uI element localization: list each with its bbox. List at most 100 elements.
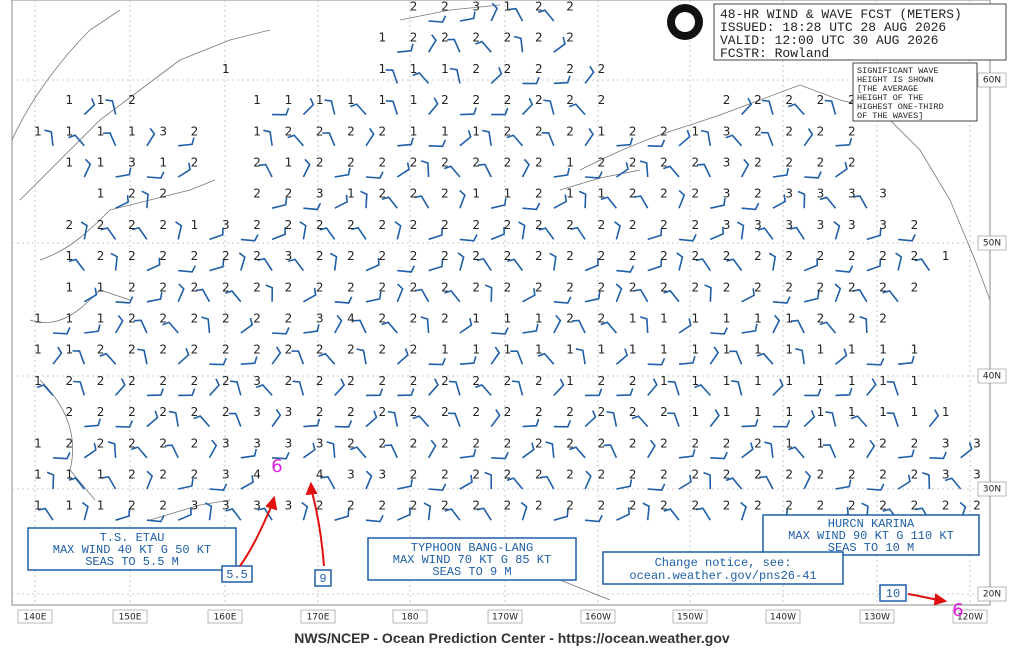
wind-barb xyxy=(177,283,185,303)
wave-height: 3 xyxy=(347,468,355,482)
wave-height: 3 xyxy=(222,468,230,482)
wind-barb xyxy=(631,415,649,428)
wind-barb xyxy=(427,34,437,53)
lon-label-bg xyxy=(207,609,243,624)
wind-barb xyxy=(553,75,571,85)
wave-height: 2 xyxy=(785,499,793,513)
wind-barb xyxy=(613,221,621,240)
wind-barb xyxy=(700,129,712,146)
wave-height: 2 xyxy=(817,124,825,138)
lat-label: 20N xyxy=(983,590,1001,600)
wave-height: 1 xyxy=(754,343,762,357)
wind-barb xyxy=(731,380,743,396)
wind-barb xyxy=(852,288,868,303)
wave-height: 2 xyxy=(566,124,574,138)
lat-label-bg xyxy=(977,481,1007,497)
wave-height: 3 xyxy=(942,468,950,482)
lon-label-bg xyxy=(17,609,53,624)
wave-height: 2 xyxy=(128,93,136,107)
wind-barb xyxy=(72,350,86,365)
wind-barb xyxy=(334,509,350,521)
storm-marker: 5.5 xyxy=(226,568,248,582)
wave-height: 1 xyxy=(504,343,512,357)
storm-symbol: 6 xyxy=(952,600,963,621)
wave-height: 2 xyxy=(691,499,699,513)
wind-barb xyxy=(146,292,163,303)
lon-label: 140W xyxy=(770,613,796,623)
wave-height: 2 xyxy=(817,249,825,263)
wind-barb xyxy=(115,508,131,521)
wave-height: 2 xyxy=(347,124,355,138)
wave-height: 2 xyxy=(848,156,856,170)
wave-height: 1 xyxy=(535,312,543,326)
wind-barb xyxy=(788,103,805,116)
wind-barb xyxy=(585,171,603,179)
wind-barb xyxy=(115,194,130,209)
wind-barb xyxy=(131,226,148,240)
wind-barb xyxy=(553,167,570,178)
wind-barb xyxy=(678,318,692,334)
wave-height: 2 xyxy=(285,124,293,138)
wave-height: 2 xyxy=(378,312,386,326)
wind-barb xyxy=(633,195,649,209)
wave-height: 2 xyxy=(723,93,731,107)
wave-height: 3 xyxy=(253,436,261,450)
wave-height: 2 xyxy=(316,124,324,138)
wave-height: 2 xyxy=(504,405,512,419)
wave-height: 2 xyxy=(535,93,543,107)
wind-barb xyxy=(584,128,594,147)
wave-height: 2 xyxy=(817,93,825,107)
wave-height: 2 xyxy=(191,436,199,450)
wave-height: 2 xyxy=(598,280,606,294)
wind-barb xyxy=(448,380,461,396)
wind-barb xyxy=(772,419,791,428)
wind-barb xyxy=(569,446,586,459)
wind-barb xyxy=(647,439,656,459)
wind-barb xyxy=(352,319,367,334)
wave-height: 2 xyxy=(504,156,512,170)
wave-height: 2 xyxy=(128,499,136,513)
storm-info: MAX WIND 70 KT G 85 KT xyxy=(393,553,551,567)
storm-marker: 10 xyxy=(886,587,900,601)
wave-height: 3 xyxy=(848,218,856,232)
wave-height: 2 xyxy=(441,187,449,201)
wave-height: 1 xyxy=(65,468,73,482)
wave-height: 2 xyxy=(159,187,167,201)
wave-height: 2 xyxy=(191,343,199,357)
wind-barb xyxy=(510,350,524,365)
wind-barb xyxy=(508,7,524,22)
wind-barb xyxy=(553,36,566,53)
wave-height: 2 xyxy=(472,156,480,170)
wave-height: 1 xyxy=(34,343,42,357)
wind-barb xyxy=(522,418,540,428)
wind-barb xyxy=(647,139,666,148)
wave-height: 1 xyxy=(34,312,42,326)
wind-barb xyxy=(553,296,572,304)
wave-height: 2 xyxy=(316,218,324,232)
wave-height: 3 xyxy=(222,436,230,450)
wave-height: 3 xyxy=(723,156,731,170)
wave-height: 1 xyxy=(472,124,480,138)
wave-height: 2 xyxy=(566,249,574,263)
latitude-labels: 60N 50N 40N 30N 20N xyxy=(977,72,1007,602)
wave-height: 1 xyxy=(879,374,887,388)
wind-barb xyxy=(257,507,273,521)
wave-height: 2 xyxy=(566,31,574,45)
wave-height: 2 xyxy=(410,343,418,357)
wind-barb xyxy=(710,198,726,209)
storm-info: SEAS TO 10 M xyxy=(828,541,914,555)
wave-height: 3 xyxy=(316,187,324,201)
wind-barb xyxy=(647,483,666,491)
wave-height: 2 xyxy=(441,468,449,482)
wave-height: 1 xyxy=(566,374,574,388)
wave-height: 3 xyxy=(472,0,480,14)
wave-height: 2 xyxy=(566,280,574,294)
wind-barb xyxy=(360,190,368,209)
wind-barb xyxy=(303,324,320,334)
wave-height: 2 xyxy=(410,405,418,419)
wind-barb xyxy=(694,384,711,396)
lon-label-bg xyxy=(112,609,148,624)
wave-height: 2 xyxy=(785,280,793,294)
wind-barb xyxy=(678,474,692,490)
wave-height: 2 xyxy=(285,312,293,326)
